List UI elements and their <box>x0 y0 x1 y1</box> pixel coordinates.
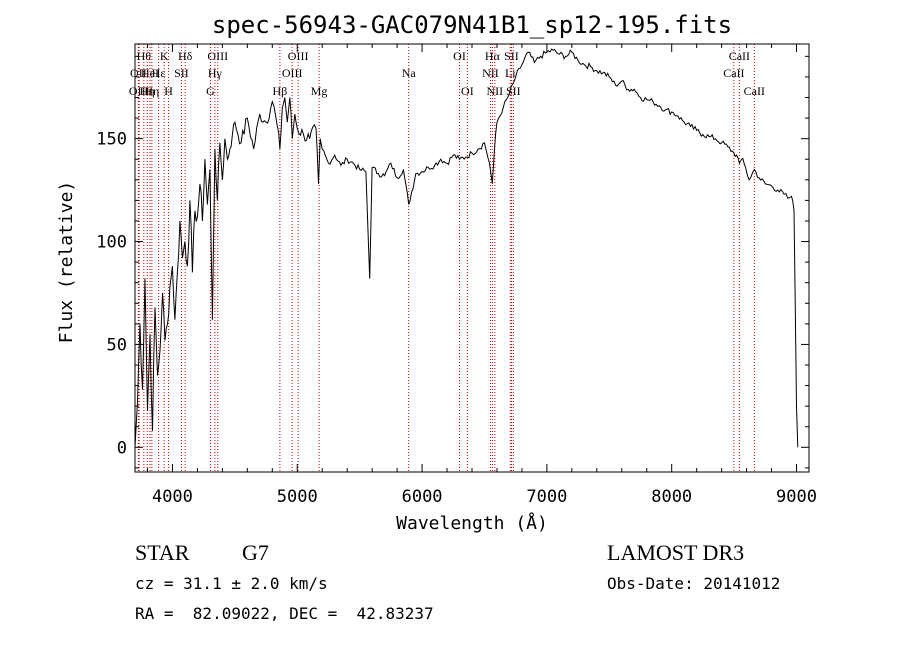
line-marker-label: Mg <box>311 84 328 98</box>
spectrum-series <box>134 48 799 448</box>
line-marker-label: G <box>206 84 215 98</box>
y-tick-label: 150 <box>96 130 127 150</box>
coordinates: RA = 82.09022, DEC = 42.83237 <box>135 604 434 623</box>
y-tick-label: 0 <box>117 438 127 458</box>
line-marker-label: SII <box>174 66 189 80</box>
object-subclass: G7 <box>242 540 269 565</box>
spectrum-line <box>134 48 799 448</box>
line-marker-label: OII <box>130 66 147 80</box>
line-marker-label: Hε <box>152 66 166 80</box>
x-tick-label: 5000 <box>277 487 318 507</box>
chart-title: spec-56943-GAC079N41B1_sp12-195.fits <box>212 11 732 39</box>
line-marker-label: NII <box>482 66 499 80</box>
x-tick-label: 9000 <box>776 487 817 507</box>
redshift-text: cz = 31.1 ± 2.0 km/s <box>135 574 328 593</box>
line-marker-label: Hα <box>485 49 501 63</box>
line-marker-label: CaII <box>723 66 744 80</box>
line-marker-label: OIII <box>207 49 228 63</box>
line-marker-label: OIII <box>288 49 309 63</box>
spectral-line-markers: OIIOIIIHθHηHeIHηHεKHSIIHδGHγOIIIHβOIIIOI… <box>129 44 765 472</box>
survey-name: LAMOST DR3 <box>607 540 745 565</box>
x-axis: 4000 5000 6000 7000 8000 9000 <box>146 44 817 507</box>
line-marker-label: Hγ <box>208 66 223 80</box>
line-marker-label: OI <box>453 49 466 63</box>
line-marker-label: H <box>164 84 173 98</box>
y-axis: 0 50 100 150 <box>96 55 809 469</box>
line-marker-label: SII <box>504 49 519 63</box>
x-tick-label: 4000 <box>152 487 193 507</box>
line-marker-label: Hβ <box>273 84 288 98</box>
plot-frame <box>134 43 810 473</box>
line-marker-label: K <box>160 49 169 63</box>
x-axis-label: Wavelength (Å) <box>396 512 548 534</box>
line-marker-label: Hδ <box>178 49 193 63</box>
y-tick-label: 50 <box>107 335 127 355</box>
obs-date: Obs-Date: 20141012 <box>607 574 781 593</box>
line-marker-label: CaII <box>729 49 750 63</box>
line-marker-label: NII <box>487 84 504 98</box>
x-tick-label: 8000 <box>651 487 692 507</box>
line-marker-label: HeI <box>141 66 159 80</box>
line-marker-label: Hη <box>140 84 155 98</box>
x-tick-label: 7000 <box>526 487 567 507</box>
line-marker-label: CaII <box>744 84 765 98</box>
line-marker-label: OIII <box>282 66 303 80</box>
line-marker-label: SII <box>506 84 521 98</box>
y-tick-label: 100 <box>96 233 127 253</box>
line-marker-label: OI <box>461 84 474 98</box>
object-class: STAR <box>135 540 190 565</box>
y-axis-label: Flux (relative) <box>56 181 77 344</box>
x-tick-label: 6000 <box>402 487 443 507</box>
line-marker-label: OIII <box>129 84 150 98</box>
line-marker-label: Na <box>402 66 417 80</box>
line-marker-label: Hη <box>144 84 159 98</box>
line-marker-label: Li <box>505 66 516 80</box>
